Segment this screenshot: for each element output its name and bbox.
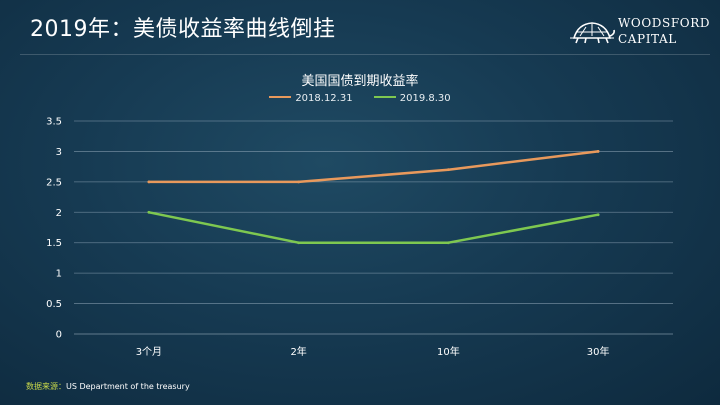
axis-layer: 0 0.5 1 1.5 2 2.5 3 3.5 3个月 2年 10年 30年 — [46, 117, 609, 359]
chart-legend: 2018.12.31 2019.8.30 — [0, 93, 720, 104]
legend-item-2018: 2018.12.31 — [269, 93, 353, 104]
y-tick-label-3: 1.5 — [46, 238, 62, 249]
data-point-1-2 — [446, 241, 450, 245]
legend-swatch-2018 — [269, 96, 292, 98]
y-tick-label-5: 2.5 — [46, 177, 62, 188]
series-line-1 — [147, 211, 600, 244]
series-layer — [147, 150, 600, 245]
y-tick-label-4: 2 — [56, 208, 62, 219]
series-line-0 — [147, 150, 600, 184]
legend-label-2018: 2018.12.31 — [295, 93, 353, 104]
company-logo: WOODSFORD CAPITAL — [568, 14, 711, 48]
header-divider — [20, 54, 710, 55]
data-point-0-0 — [147, 180, 151, 184]
slide-title: 2019年：美债收益率曲线倒挂 — [30, 17, 336, 42]
data-source-text: US Department of the treasury — [66, 382, 190, 391]
data-source: 数据来源：US Department of the treasury — [26, 381, 190, 392]
x-tick-label-1: 2年 — [290, 345, 306, 358]
x-tick-label-2: 10年 — [437, 345, 460, 358]
logo-wordmark-line1: WOODSFORD — [618, 16, 711, 30]
logo-wordmark-line2: CAPITAL — [618, 32, 677, 46]
data-point-0-1 — [297, 180, 301, 184]
x-tick-label-3: 30年 — [587, 345, 610, 358]
y-tick-label-6: 3 — [56, 147, 62, 158]
data-point-1-1 — [297, 241, 301, 245]
legend-swatch-2019 — [373, 96, 396, 98]
chart-title: 美国国债到期收益率 — [301, 74, 419, 89]
y-tick-label-0: 0 — [56, 330, 62, 341]
data-point-0-3 — [596, 150, 600, 153]
data-source-label: 数据来源： — [26, 382, 66, 391]
y-tick-label-1: 0.5 — [46, 299, 62, 310]
legend-item-2019: 2019.8.30 — [373, 93, 451, 104]
data-point-1-3 — [596, 213, 600, 217]
y-tick-label-7: 3.5 — [46, 117, 62, 128]
data-point-1-0 — [147, 210, 151, 214]
grid-layer — [74, 120, 673, 335]
data-point-0-2 — [446, 168, 450, 172]
legend-label-2019: 2019.8.30 — [399, 93, 451, 104]
x-tick-label-0: 3个月 — [136, 346, 162, 358]
y-tick-label-2: 1 — [56, 269, 62, 280]
tortoise-logo-icon — [570, 22, 615, 44]
